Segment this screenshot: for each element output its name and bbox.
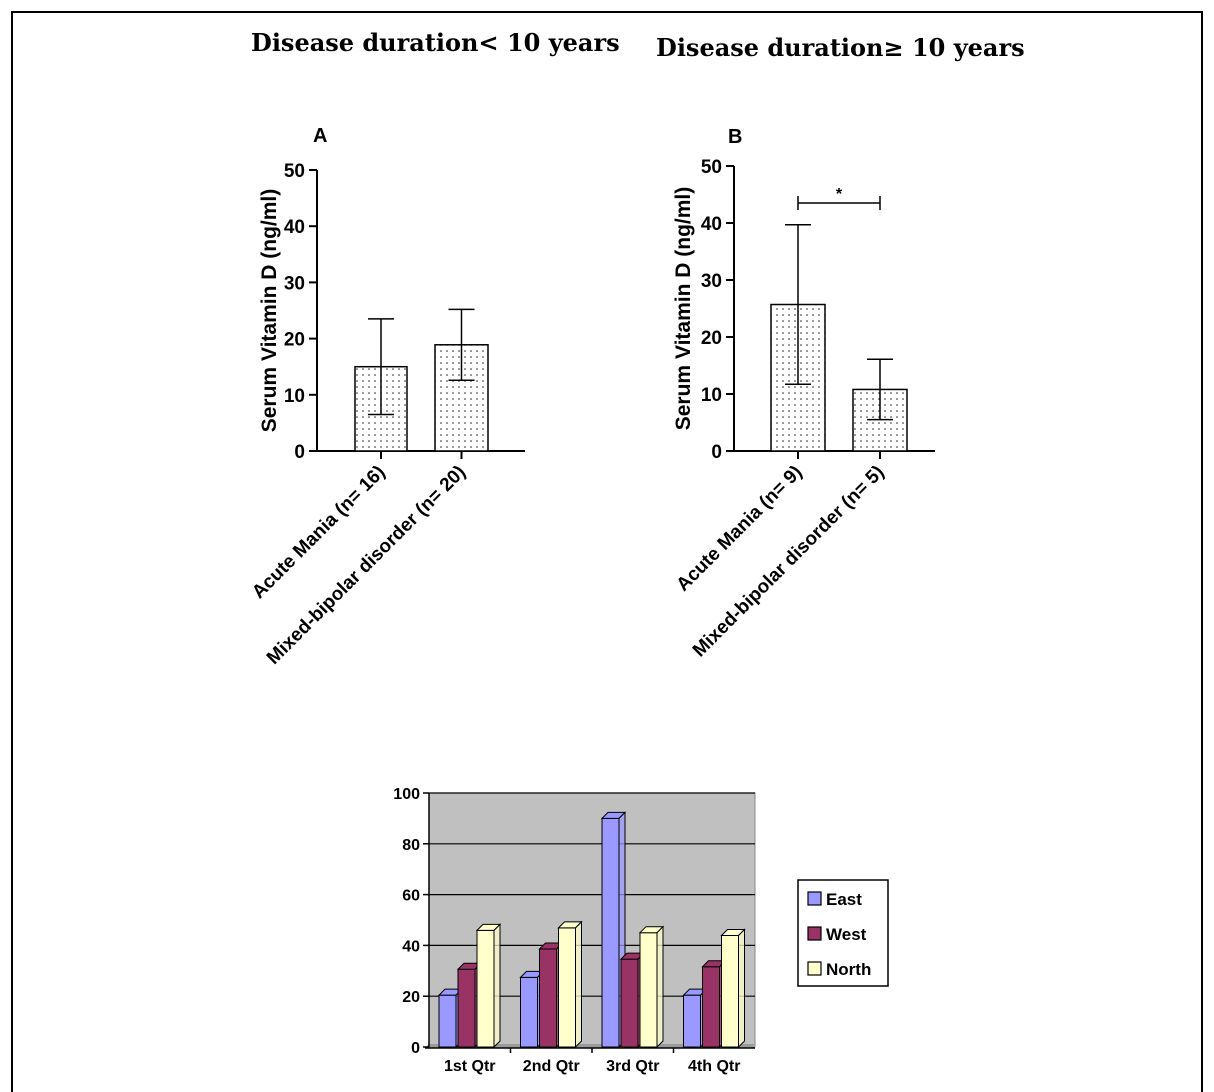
bar-west (457, 968, 476, 1048)
panel-a-y-tick-label: 20 (284, 330, 305, 351)
y-tick-label: 60 (402, 888, 420, 905)
bar-east (683, 994, 701, 1048)
panel-b-y-axis-label: Serum Vitamin D (ng/ml) (672, 187, 695, 430)
bar-side-north (575, 920, 582, 1049)
y-tick-label: 20 (402, 989, 420, 1006)
panel-a-y-tick-label: 0 (294, 442, 305, 463)
bar-side-north (493, 923, 501, 1049)
bar-north (476, 929, 495, 1048)
panel-b-significance-label: * (836, 186, 843, 203)
y-tick-label: 0 (411, 1040, 420, 1057)
bar-east (601, 817, 620, 1048)
chart-floor (425, 1044, 755, 1048)
bar-north (721, 934, 739, 1048)
x-tick-label: 3rd Qtr (606, 1058, 659, 1075)
bar-west (702, 966, 720, 1048)
legend-label-north: North (826, 960, 871, 979)
panel-a-label: A (313, 125, 327, 147)
bar-east (520, 976, 538, 1048)
bar-west (620, 958, 639, 1048)
y-tick-label: 80 (402, 837, 420, 854)
legend-swatch-north (807, 961, 822, 976)
figure-frame (11, 11, 1203, 1092)
bar-north (639, 932, 658, 1048)
bar-side-north (656, 925, 664, 1049)
panel-a-y-tick-label: 30 (284, 273, 305, 294)
panel-a-y-axis-label: Serum Vitamin D (ng/ml) (258, 189, 281, 432)
panel-b-y-tick-label: 10 (701, 385, 722, 406)
panel-b-y-tick-label: 30 (701, 271, 722, 292)
x-tick-label: 2nd Qtr (523, 1058, 580, 1075)
legend-swatch-east (807, 891, 822, 906)
panel-a-y-tick-label: 10 (284, 386, 305, 407)
y-tick-label: 40 (402, 938, 420, 955)
x-tick-label: 1st Qtr (444, 1058, 496, 1075)
legend-label-west: West (826, 925, 867, 944)
panel-b-y-tick-label: 20 (701, 328, 722, 349)
bar-side-north (738, 928, 745, 1049)
panel-a-y-tick-label: 50 (284, 161, 305, 182)
panel-b-y-tick-label: 40 (701, 214, 722, 235)
heading-right: Disease duration≥ 10 years (656, 33, 1025, 62)
x-tick-label: 4th Qtr (688, 1058, 740, 1075)
legend-swatch-west (807, 926, 822, 941)
y-tick-label: 100 (393, 786, 420, 803)
heading-left: Disease duration< 10 years (251, 28, 620, 57)
panel-a-y-tick-label: 40 (284, 217, 305, 238)
panel-b-label: B (728, 126, 742, 148)
panel-a-category-label: Acute Mania (n= 16) (248, 462, 389, 603)
panel-b-y-tick-label: 0 (711, 442, 722, 463)
bar-north (558, 927, 576, 1048)
legend-label-east: East (826, 890, 862, 909)
bar-west (539, 948, 557, 1048)
panel-b-y-tick-label: 50 (701, 157, 722, 178)
bar-east (438, 994, 457, 1048)
